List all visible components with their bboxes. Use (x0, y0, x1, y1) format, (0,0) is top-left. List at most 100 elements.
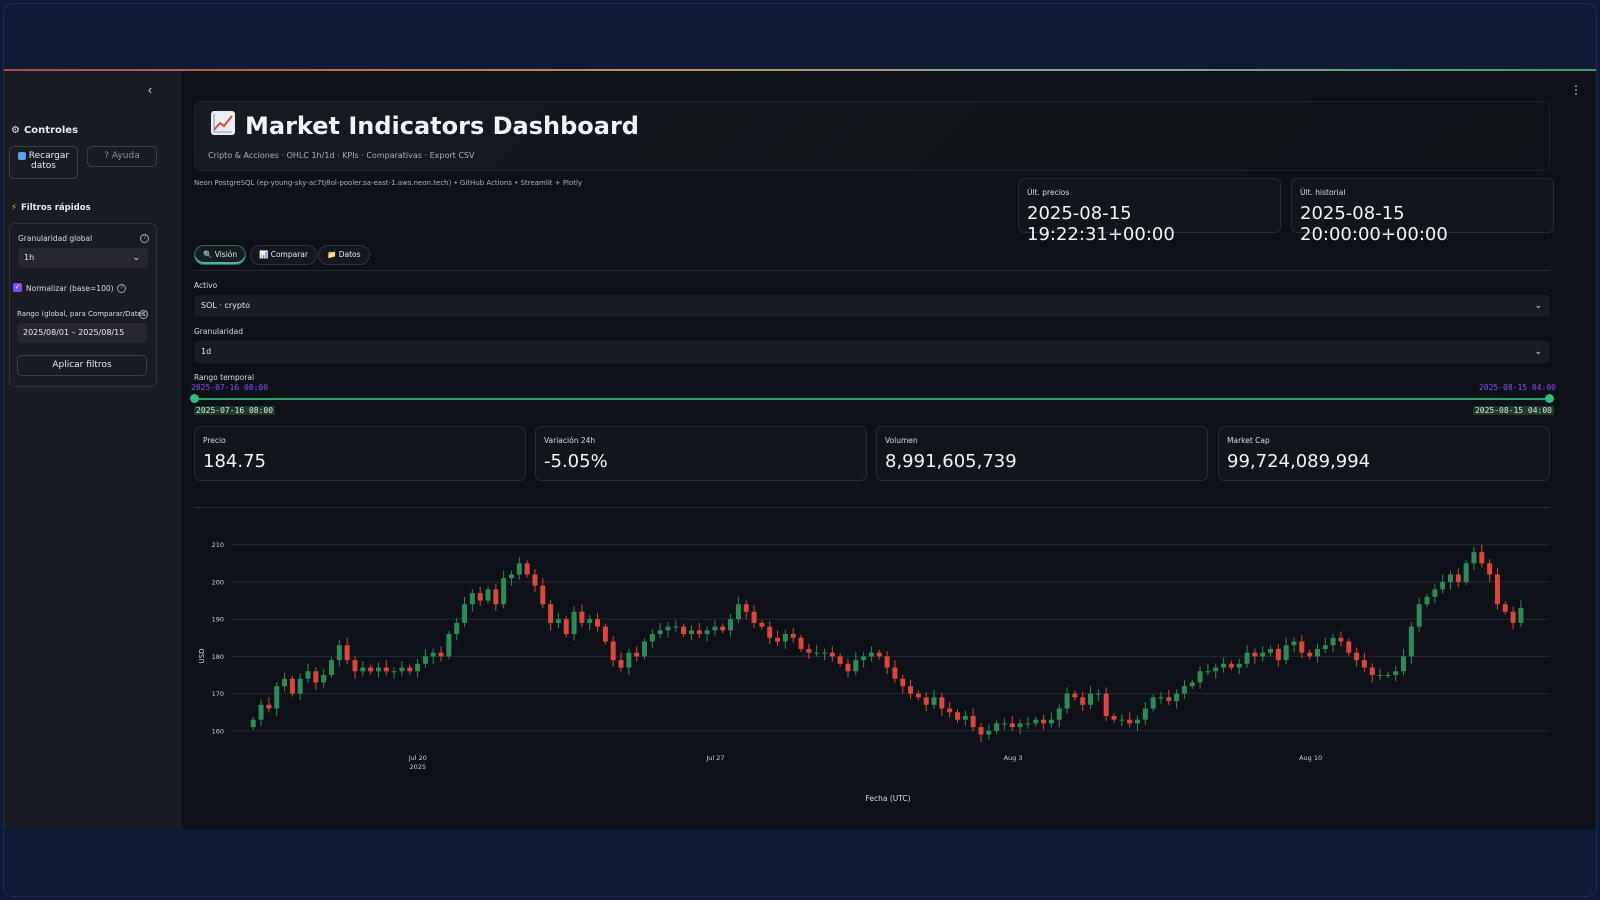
candle-body (1338, 637, 1344, 642)
candle-body (1510, 611, 1516, 623)
more-options-icon[interactable]: ⋮ (1570, 83, 1582, 97)
header-decoration-line (4, 69, 1596, 71)
range-end-handle[interactable] (1545, 394, 1554, 403)
candle-body (775, 637, 781, 642)
help-icon[interactable]: ? (117, 284, 126, 293)
reload-data-button[interactable]: Recargar datos (9, 146, 78, 179)
candle-body (1103, 693, 1109, 716)
candle-body (595, 619, 601, 627)
candle-body (336, 645, 342, 661)
candle-body (1048, 719, 1054, 724)
range-start-value: 2025-07-16 08:00 (191, 383, 269, 392)
candle-body (289, 678, 295, 694)
candle-body (1166, 697, 1172, 702)
candle-body (1330, 637, 1336, 646)
candle-body (446, 634, 452, 657)
candle-body (892, 667, 898, 679)
candle-body (1244, 652, 1250, 664)
candle-body (1158, 697, 1164, 699)
candle-body (368, 667, 374, 672)
candle-body (642, 641, 648, 657)
candle-body (1487, 563, 1493, 575)
candle-body (430, 652, 436, 657)
candle-body (1252, 652, 1258, 657)
candle-body (1385, 675, 1391, 676)
candle-body (884, 656, 890, 668)
candle-body (1174, 693, 1180, 702)
granularity-label: Granularidad (194, 327, 243, 336)
candle-body (696, 630, 702, 635)
candle-body (814, 652, 820, 654)
candle-body (282, 678, 288, 687)
chart-increasing-icon (211, 111, 235, 135)
candle-body (845, 663, 851, 672)
help-button[interactable]: ? Ayuda (87, 146, 157, 167)
candle-body (1041, 719, 1047, 724)
candle-body (829, 652, 835, 657)
candle-body (712, 626, 718, 631)
x-axis-label: Fecha (UTC) (865, 794, 910, 803)
candle-body (978, 727, 984, 735)
last-history-card: Últ. historial 2025-08-15 20:00:00+00:00 (1291, 178, 1554, 245)
kpi-variation-24h: Variación 24h -5.05% (535, 426, 867, 481)
apply-filters-button[interactable]: Aplicar filtros (17, 355, 147, 376)
candle-body (1205, 671, 1211, 673)
candle-body (1072, 693, 1078, 698)
tab-datos[interactable]: 📁 Datos (318, 245, 370, 265)
y-tick-label: 190 (212, 616, 224, 624)
normalize-checkbox[interactable]: ✓ (13, 283, 22, 292)
granularity-select[interactable]: 1d ⌄ (194, 341, 1550, 363)
candle-body (375, 667, 381, 672)
asset-label: Activo (194, 281, 218, 290)
candle-body (1291, 641, 1297, 646)
candle-body (1017, 723, 1023, 728)
candle-body (516, 563, 522, 575)
candle-body (1001, 723, 1007, 725)
candle-body (900, 678, 906, 687)
y-tick-label: 200 (212, 578, 224, 586)
candle-body (1393, 671, 1399, 675)
candle-body (688, 630, 694, 635)
granularity-global-select[interactable]: 1h ⌄ (18, 248, 148, 268)
candle-body (1142, 708, 1148, 720)
candle-body (876, 652, 882, 657)
y-tick-label: 210 (212, 541, 224, 549)
candle-body (1401, 656, 1407, 672)
range-input[interactable]: 2025/08/01 – 2025/08/15 (17, 323, 147, 343)
candle-body (274, 686, 280, 709)
candle-body (962, 715, 968, 720)
candle-body (266, 704, 272, 709)
candle-body (579, 611, 585, 623)
candle-body (1424, 596, 1430, 605)
help-icon[interactable]: ? (139, 310, 148, 319)
candle-body (1221, 663, 1227, 668)
time-range-slider[interactable] (194, 398, 1550, 400)
candle-body (1432, 589, 1438, 597)
candle-body (313, 671, 319, 683)
candle-body (360, 667, 366, 672)
candle-body (681, 626, 687, 635)
main-content: ⋮ Market Indicators Dashboard Cripto & A… (182, 71, 1596, 829)
candle-body (501, 578, 507, 605)
chevron-left-icon[interactable]: ‹ (147, 82, 153, 97)
tab-comparar[interactable]: 📊 Comparar (250, 245, 317, 265)
candle-body (1314, 648, 1320, 657)
candle-body (391, 671, 397, 673)
x-tick-label: Aug 10 (1299, 754, 1322, 762)
range-start-box: 2025-07-16 08:00 (194, 406, 276, 415)
candle-body (415, 663, 421, 672)
candle-body (947, 708, 953, 713)
candle-body (1275, 648, 1281, 661)
candle-body (1322, 645, 1328, 649)
page-title: Market Indicators Dashboard (245, 112, 639, 140)
tab-vision[interactable]: 🔍 Visión (194, 245, 247, 265)
candle-body (798, 637, 804, 649)
candle-body (587, 619, 593, 623)
range-start-handle[interactable] (190, 394, 199, 403)
candle-body (602, 626, 608, 642)
asset-select[interactable]: SOL · crypto ⌄ (194, 295, 1550, 317)
candle-body (477, 593, 483, 601)
help-icon[interactable]: ? (140, 234, 149, 243)
candle-body (462, 604, 468, 623)
